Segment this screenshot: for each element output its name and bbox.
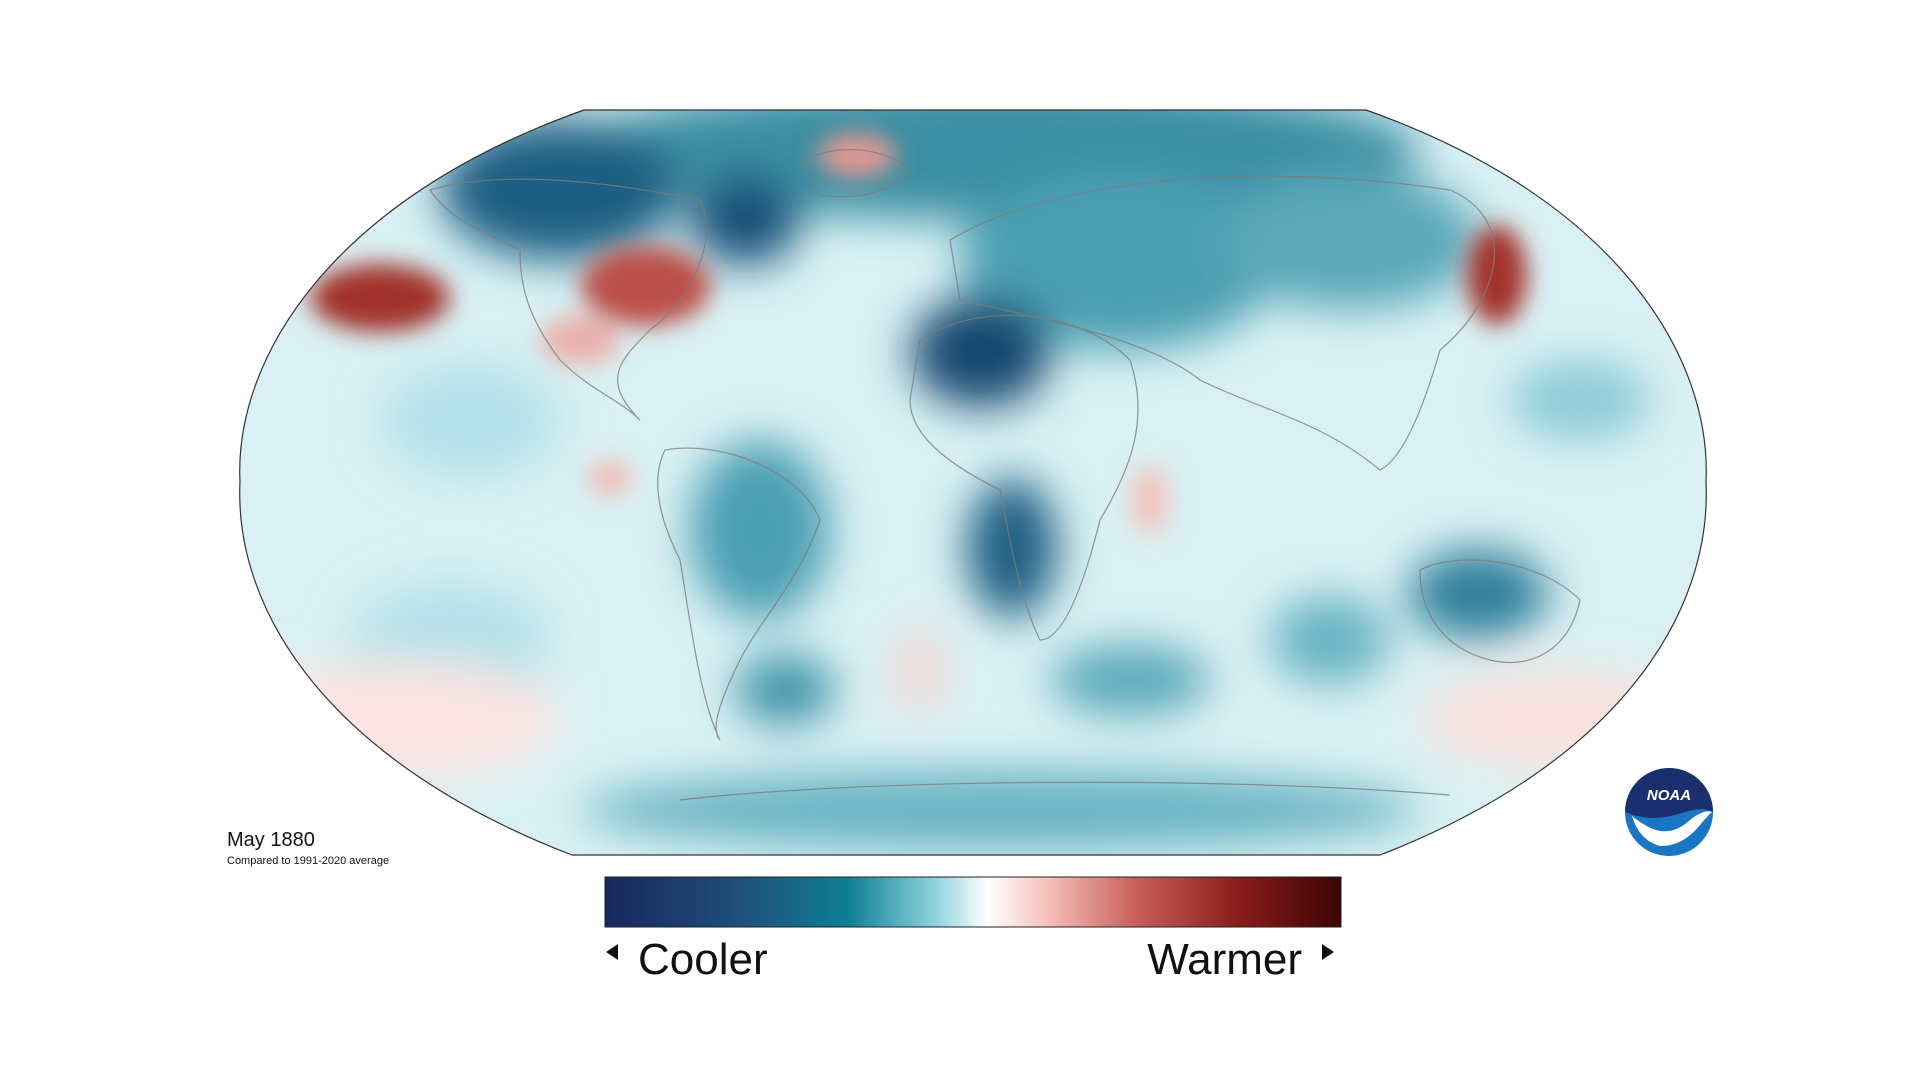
logo-text: NOAA — [1647, 787, 1691, 804]
arrow-left — [606, 944, 618, 960]
legend-high: Warmer — [1147, 935, 1302, 984]
anomaly-field — [239, 110, 1707, 855]
noaa-logo: NOAA — [1625, 768, 1713, 856]
map-subtitle: Compared to 1991-2020 average — [227, 855, 389, 867]
map-outline — [239, 109, 1707, 856]
color-scale — [604, 876, 1342, 928]
arrow-right — [1322, 944, 1334, 960]
map-title: May 1880 — [227, 829, 315, 851]
legend-low: Cooler — [638, 935, 768, 984]
coastlines — [429, 148, 1581, 801]
